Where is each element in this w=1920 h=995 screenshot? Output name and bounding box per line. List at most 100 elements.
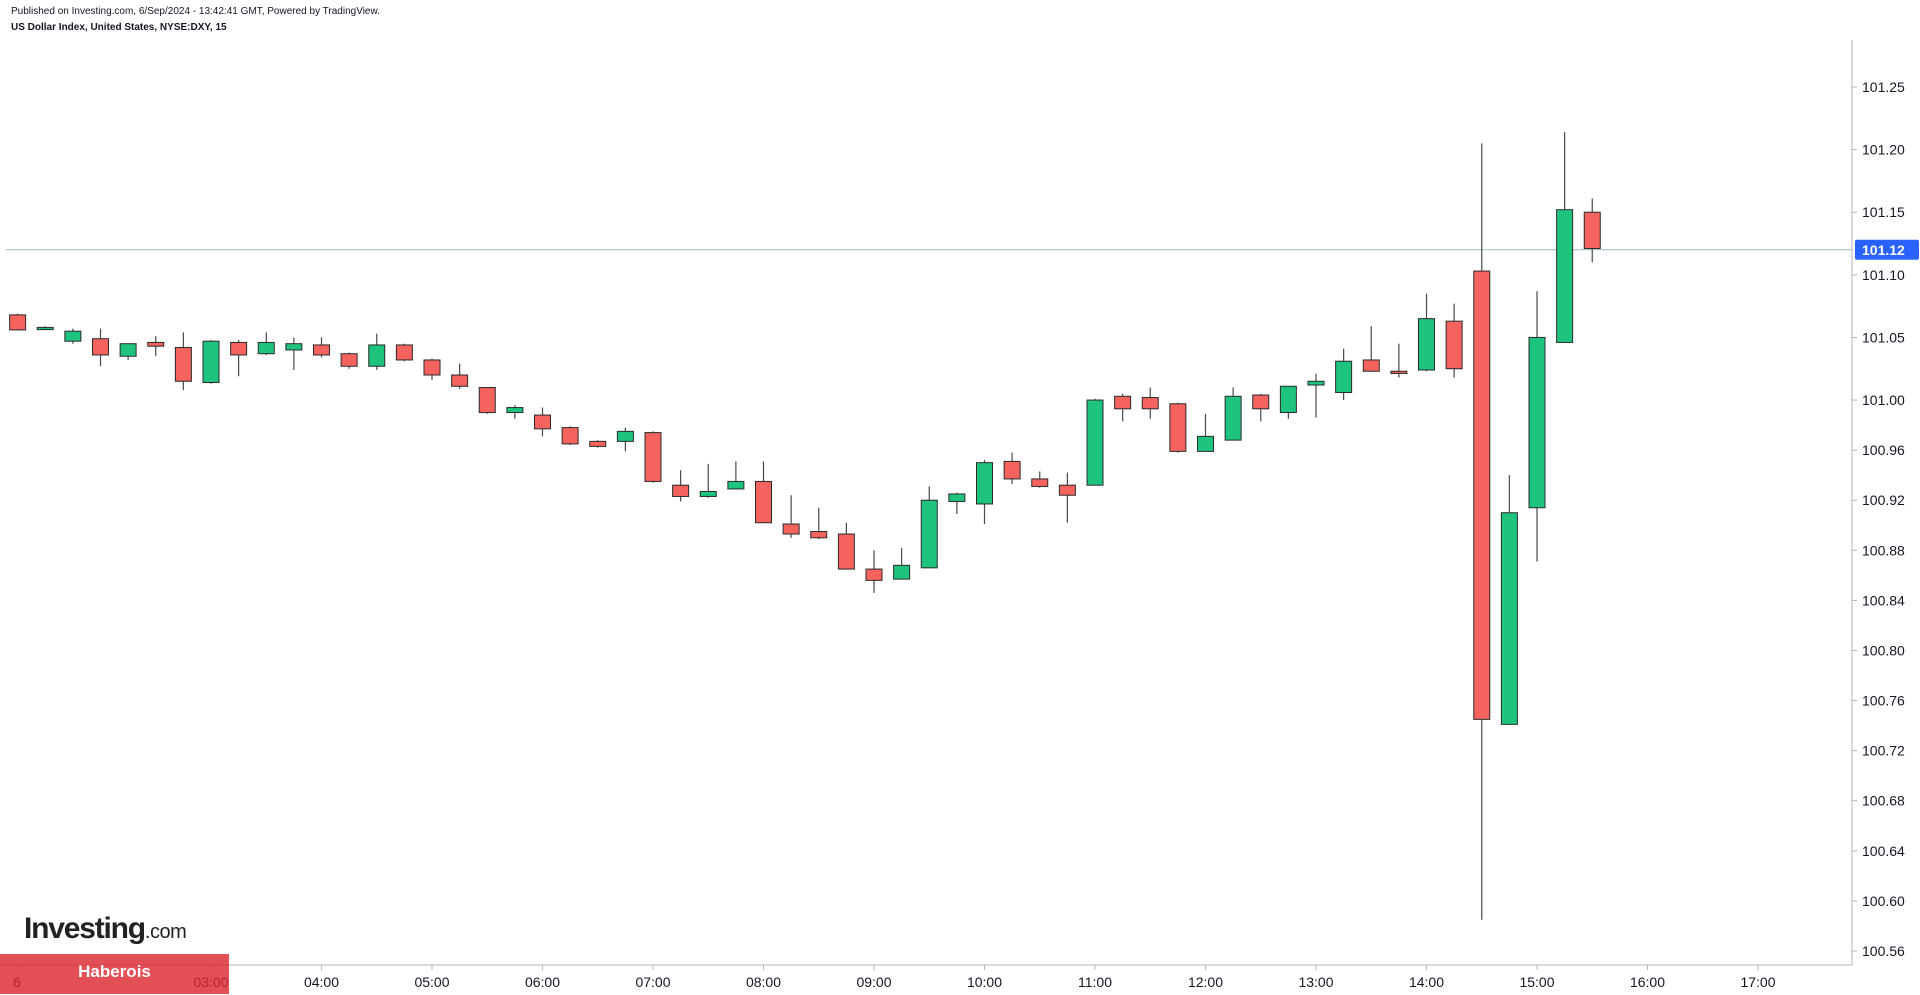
candle[interactable]	[1252, 393, 1270, 422]
candle-body	[1114, 395, 1132, 410]
candle[interactable]	[948, 492, 966, 514]
candle[interactable]	[1141, 387, 1159, 419]
candle[interactable]	[174, 332, 192, 391]
candle[interactable]	[395, 343, 413, 362]
candle[interactable]	[865, 550, 883, 593]
candle[interactable]	[1473, 143, 1491, 920]
candle[interactable]	[230, 339, 248, 377]
candle[interactable]	[1307, 373, 1325, 418]
candle[interactable]	[1335, 348, 1353, 401]
published-caption: Published on Investing.com, 6/Sep/2024 -…	[11, 6, 380, 17]
y-tick-label: 101.00	[1862, 392, 1905, 408]
candle[interactable]	[36, 326, 54, 331]
candle[interactable]	[782, 495, 800, 538]
candle-body	[699, 490, 717, 497]
candle-body	[865, 568, 883, 581]
x-tick-label: 14:00	[1409, 974, 1444, 990]
candle[interactable]	[1418, 293, 1435, 372]
y-tick-label: 100.84	[1862, 592, 1905, 608]
x-tick-label: 07:00	[635, 974, 670, 990]
x-tick-label: 16:00	[1630, 974, 1665, 990]
candle[interactable]	[699, 463, 717, 498]
candle[interactable]	[893, 547, 911, 580]
candle[interactable]	[9, 313, 27, 331]
candle[interactable]	[727, 461, 745, 490]
candle-body	[36, 326, 54, 331]
y-tick-label: 100.68	[1862, 793, 1905, 809]
candle[interactable]	[810, 507, 828, 540]
candle[interactable]	[837, 522, 855, 570]
candle[interactable]	[1556, 132, 1574, 343]
candle-body	[1528, 336, 1546, 509]
candle[interactable]	[340, 352, 358, 369]
candle-body	[534, 414, 551, 430]
candle-body	[672, 484, 690, 497]
candle-body	[478, 387, 496, 414]
candle[interactable]	[64, 328, 82, 344]
candle[interactable]	[1224, 387, 1242, 441]
candle-body	[1307, 380, 1325, 386]
y-tick-label: 100.92	[1862, 492, 1905, 508]
candle-body	[755, 480, 772, 524]
x-tick-label: 04:00	[304, 974, 339, 990]
candle[interactable]	[1279, 385, 1297, 419]
candle[interactable]	[1583, 198, 1601, 263]
y-tick-label: 100.60	[1862, 893, 1905, 909]
x-tick-label: 12:00	[1188, 974, 1223, 990]
candle[interactable]	[1500, 475, 1518, 725]
candle[interactable]	[755, 461, 772, 524]
candle[interactable]	[1197, 413, 1214, 452]
candle[interactable]	[672, 470, 690, 502]
candle[interactable]	[313, 337, 330, 358]
candle[interactable]	[368, 333, 386, 370]
candle-body	[1335, 360, 1353, 394]
candle[interactable]	[1390, 343, 1408, 378]
candle-body	[920, 499, 938, 569]
candle[interactable]	[1445, 303, 1463, 378]
candle[interactable]	[147, 336, 165, 357]
symbol-title: US Dollar Index, United States, NYSE:DXY…	[11, 22, 227, 33]
candle[interactable]	[423, 358, 441, 381]
candle-body	[1500, 512, 1518, 725]
candle[interactable]	[616, 427, 634, 452]
candle[interactable]	[1086, 398, 1104, 486]
candle[interactable]	[644, 431, 662, 483]
candle-body	[810, 531, 828, 539]
candle-body	[119, 343, 137, 357]
x-tick-label: 11:00	[1078, 974, 1112, 990]
candle-body	[64, 330, 82, 342]
candle[interactable]	[1003, 452, 1021, 484]
candle[interactable]	[92, 328, 109, 367]
candle[interactable]	[119, 343, 137, 360]
candle[interactable]	[561, 426, 579, 446]
y-tick-label: 101.10	[1862, 267, 1905, 283]
candle[interactable]	[285, 337, 303, 370]
candle[interactable]	[1362, 326, 1380, 372]
candle-body	[1169, 403, 1187, 452]
logo-domain: .com	[144, 921, 187, 943]
candle-body	[782, 523, 800, 535]
candle[interactable]	[506, 405, 524, 419]
x-tick-label: 06:00	[525, 974, 560, 990]
candle[interactable]	[1114, 393, 1132, 422]
candle[interactable]	[451, 363, 469, 389]
x-tick-label: 08:00	[746, 974, 781, 990]
candle[interactable]	[1169, 402, 1187, 453]
candle[interactable]	[534, 407, 551, 437]
candle[interactable]	[976, 460, 993, 525]
candle[interactable]	[202, 339, 220, 384]
candle[interactable]	[257, 332, 275, 355]
candle[interactable]	[478, 387, 496, 414]
candle-body	[893, 564, 911, 580]
candle[interactable]	[920, 486, 938, 569]
candle-body	[1473, 270, 1491, 720]
candle[interactable]	[1031, 471, 1049, 488]
y-tick-label: 101.20	[1862, 142, 1905, 158]
candle[interactable]	[1058, 472, 1076, 523]
candle-body	[257, 341, 275, 355]
candle[interactable]	[589, 440, 607, 448]
candle[interactable]	[1528, 291, 1546, 562]
candle-body	[616, 430, 634, 442]
logo-brand: Investing	[24, 912, 146, 945]
